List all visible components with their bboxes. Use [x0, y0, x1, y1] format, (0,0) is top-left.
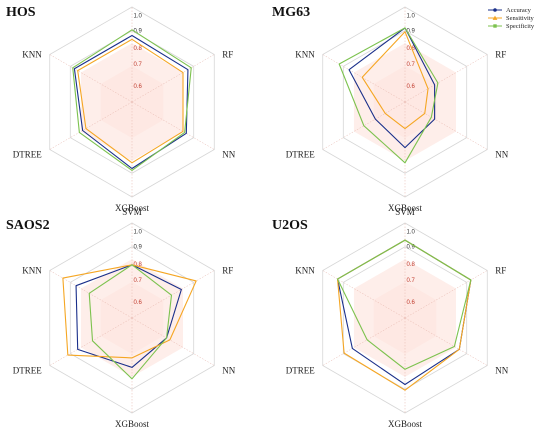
- tick-label: 1.0: [134, 13, 143, 19]
- tick-label: 0.8: [407, 46, 416, 52]
- panel-title: MG63: [272, 5, 310, 20]
- axis-label-nn: NN: [495, 150, 508, 160]
- spoke-4: [322, 317, 406, 366]
- legend-label-sensitivity: Sensitivity: [506, 15, 535, 22]
- axis-label-xgboost: XGBoost: [115, 203, 150, 213]
- axis-label-xgboost: XGBoost: [388, 203, 423, 213]
- axis-label-nn: NN: [222, 150, 235, 160]
- spoke-4: [49, 317, 133, 366]
- spoke-5: [322, 270, 406, 319]
- series-line-accuracy: [73, 34, 189, 170]
- grid-hexagon-1: [342, 30, 468, 174]
- legend-marker-specificity: [493, 24, 497, 28]
- radar-panel-u2os: 0.6 0.7 0.8 0.9 1.0 SVM RF NN XGBoost DTREE KNN U2O…: [272, 207, 509, 429]
- axis-label-dtree: DTREE: [286, 366, 315, 376]
- grid-hexagon-1: [342, 246, 468, 390]
- legend-label-specificity: Specificity: [506, 23, 535, 30]
- spoke-1: [404, 270, 488, 319]
- spoke-2: [404, 317, 488, 366]
- tick-label: 0.6: [407, 84, 416, 90]
- spoke-4: [322, 101, 406, 150]
- grid-hexagon-1: [69, 246, 195, 390]
- tick-label: 0.9: [134, 29, 143, 35]
- axis-label-svm: SVM: [122, 0, 142, 1]
- spoke-1: [131, 270, 215, 319]
- grid-hexagon-0: [322, 6, 488, 198]
- tick-label: 0.6: [407, 300, 416, 306]
- tick-label: 0.6: [134, 300, 143, 306]
- axis-label-rf: RF: [495, 50, 506, 60]
- series-line-specificity: [338, 27, 439, 164]
- series-line-accuracy: [75, 264, 182, 368]
- legend-label-accuracy: Accuracy: [506, 7, 532, 14]
- series-line-sensitivity: [361, 31, 429, 130]
- series-line-accuracy: [348, 27, 436, 149]
- tick-label: 0.8: [407, 262, 416, 268]
- panel-title: HOS: [6, 5, 36, 20]
- radar-panel-saos2: 0.6 0.7 0.8 0.9 1.0 SVM RF NN XGBoost DTREE KNN SAO…: [6, 207, 236, 429]
- tick-label: 0.9: [134, 245, 143, 251]
- tick-label: 0.9: [407, 245, 416, 251]
- axis-label-svm: SVM: [122, 207, 142, 217]
- axis-label-knn: KNN: [295, 266, 315, 276]
- series-line-sensitivity: [77, 38, 184, 164]
- spoke-1: [131, 54, 215, 103]
- axis-label-rf: RF: [495, 266, 506, 276]
- series-line-specificity: [72, 29, 192, 171]
- tick-label: 0.7: [407, 62, 416, 68]
- axis-label-xgboost: XGBoost: [388, 419, 423, 429]
- spoke-2: [404, 101, 488, 150]
- axis-label-knn: KNN: [295, 50, 315, 60]
- tick-label: 0.8: [134, 262, 143, 268]
- series-line-specificity: [88, 264, 173, 380]
- spoke-5: [322, 54, 406, 103]
- spoke-1: [404, 54, 488, 103]
- axis-label-dtree: DTREE: [13, 366, 42, 376]
- axis-label-rf: RF: [222, 50, 233, 60]
- tick-label: 1.0: [134, 229, 143, 235]
- tick-label: 0.9: [407, 29, 416, 35]
- axis-label-svm: SVM: [395, 0, 415, 1]
- axis-label-knn: KNN: [22, 50, 42, 60]
- grid-hexagon-0: [322, 222, 488, 414]
- axis-label-knn: KNN: [22, 266, 42, 276]
- radar-panel-mg63: 0.6 0.7 0.8 0.9 1.0 SVM RF NN XGBoost DTREE KNN MG6…: [272, 0, 509, 213]
- legend-marker-sensitivity: [492, 15, 498, 20]
- legend-marker-accuracy: [493, 8, 497, 12]
- spoke-2: [131, 101, 215, 150]
- panel-title: U2OS: [272, 218, 308, 233]
- tick-label: 0.7: [134, 62, 143, 68]
- series-line-specificity: [336, 239, 472, 370]
- axis-label-nn: NN: [495, 366, 508, 376]
- axis-label-dtree: DTREE: [13, 150, 42, 160]
- tick-label: 1.0: [407, 13, 416, 19]
- grid-hexagon-0: [49, 6, 215, 198]
- spoke-4: [49, 101, 133, 150]
- panel-title: SAOS2: [6, 218, 50, 233]
- spoke-2: [131, 317, 215, 366]
- tick-label: 0.8: [134, 46, 143, 52]
- axis-label-svm: SVM: [395, 207, 415, 217]
- tick-label: 1.0: [407, 229, 416, 235]
- spoke-5: [49, 54, 133, 103]
- grid-hexagon-1: [69, 30, 195, 174]
- axis-label-xgboost: XGBoost: [115, 419, 150, 429]
- tick-label: 0.6: [134, 84, 143, 90]
- tick-label: 0.7: [407, 278, 416, 284]
- grid-hexagon-0: [49, 222, 215, 414]
- axis-label-rf: RF: [222, 266, 233, 276]
- radar-panel-hos: 0.6 0.7 0.8 0.9 1.0 SVM RF NN XGBoost DTREE KNN HOS: [6, 0, 236, 213]
- axis-label-nn: NN: [222, 366, 235, 376]
- series-line-sensitivity: [62, 264, 197, 359]
- tick-label: 0.7: [134, 278, 143, 284]
- axis-label-dtree: DTREE: [286, 150, 315, 160]
